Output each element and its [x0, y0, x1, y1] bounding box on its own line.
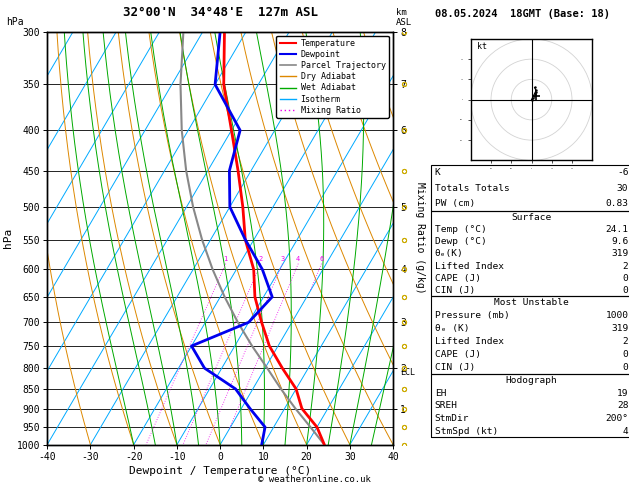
X-axis label: Dewpoint / Temperature (°C): Dewpoint / Temperature (°C): [129, 466, 311, 476]
Text: 2: 2: [623, 337, 628, 347]
Text: 200°: 200°: [605, 414, 628, 423]
Text: 28: 28: [617, 401, 628, 410]
Text: 1: 1: [224, 256, 228, 261]
Text: Most Unstable: Most Unstable: [494, 298, 569, 308]
Text: 0.83: 0.83: [605, 199, 628, 208]
Text: CIN (J): CIN (J): [435, 286, 475, 295]
Text: PW (cm): PW (cm): [435, 199, 475, 208]
Text: 0: 0: [623, 363, 628, 372]
Legend: Temperature, Dewpoint, Parcel Trajectory, Dry Adiabat, Wet Adiabat, Isotherm, Mi: Temperature, Dewpoint, Parcel Trajectory…: [277, 36, 389, 118]
Text: 0: 0: [623, 286, 628, 295]
Text: Temp (°C): Temp (°C): [435, 225, 486, 234]
Text: kt: kt: [477, 42, 487, 51]
Text: CAPE (J): CAPE (J): [435, 274, 481, 283]
Text: EH: EH: [435, 389, 446, 398]
Text: Hodograph: Hodograph: [506, 376, 557, 385]
Text: km
ASL: km ASL: [396, 8, 413, 27]
Text: Pressure (mb): Pressure (mb): [435, 312, 509, 320]
Text: © weatheronline.co.uk: © weatheronline.co.uk: [258, 474, 371, 484]
Text: K: K: [435, 169, 440, 177]
Text: -6: -6: [617, 169, 628, 177]
Text: 1000: 1000: [605, 312, 628, 320]
Text: 2: 2: [259, 256, 263, 261]
Text: 9.6: 9.6: [611, 237, 628, 246]
Text: 32°00'N  34°48'E  127m ASL: 32°00'N 34°48'E 127m ASL: [123, 6, 318, 19]
Y-axis label: Mixing Ratio (g/kg): Mixing Ratio (g/kg): [415, 182, 425, 294]
Text: Dewp (°C): Dewp (°C): [435, 237, 486, 246]
Text: 30: 30: [617, 184, 628, 193]
Text: Totals Totals: Totals Totals: [435, 184, 509, 193]
Text: θₑ (K): θₑ (K): [435, 324, 469, 333]
Text: Surface: Surface: [511, 213, 552, 222]
Y-axis label: hPa: hPa: [3, 228, 13, 248]
Text: 4: 4: [623, 427, 628, 435]
Text: StmSpd (kt): StmSpd (kt): [435, 427, 498, 435]
Text: SREH: SREH: [435, 401, 458, 410]
Text: θₑ(K): θₑ(K): [435, 249, 464, 259]
Text: 319: 319: [611, 249, 628, 259]
Text: 4: 4: [296, 256, 301, 261]
Text: 0: 0: [623, 274, 628, 283]
Text: 19: 19: [617, 389, 628, 398]
Text: CIN (J): CIN (J): [435, 363, 475, 372]
Text: LCL: LCL: [400, 368, 415, 377]
Text: Lifted Index: Lifted Index: [435, 337, 504, 347]
Text: 319: 319: [611, 324, 628, 333]
Text: 6: 6: [320, 256, 323, 261]
Text: CAPE (J): CAPE (J): [435, 350, 481, 359]
Text: 0: 0: [623, 350, 628, 359]
Text: 08.05.2024  18GMT (Base: 18): 08.05.2024 18GMT (Base: 18): [435, 9, 610, 19]
Text: 2: 2: [623, 261, 628, 271]
Text: StmDir: StmDir: [435, 414, 469, 423]
Text: 3: 3: [281, 256, 284, 261]
Text: hPa: hPa: [6, 17, 24, 27]
Text: Lifted Index: Lifted Index: [435, 261, 504, 271]
Text: 24.1: 24.1: [605, 225, 628, 234]
